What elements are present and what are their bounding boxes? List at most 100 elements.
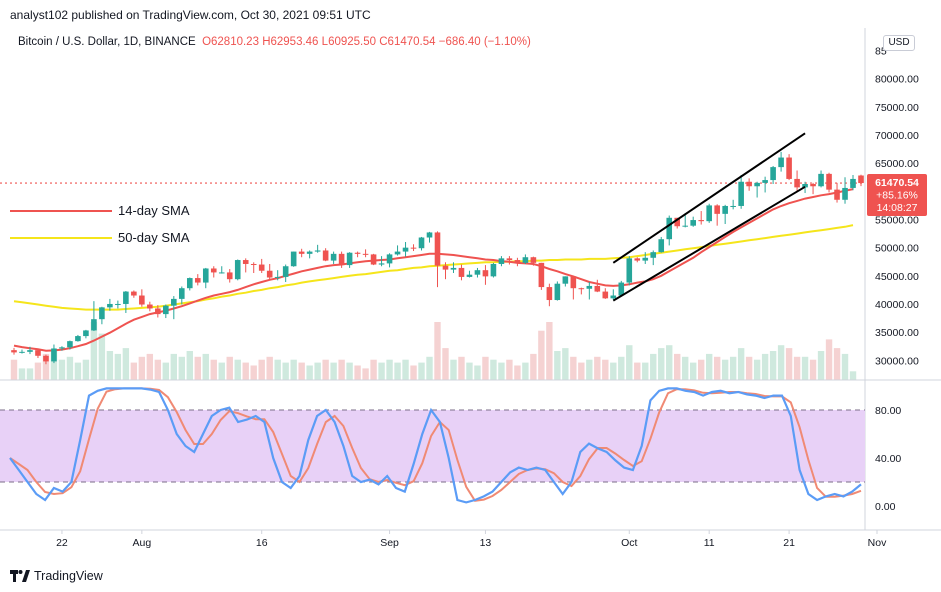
volume-bar: [578, 362, 585, 380]
volume-bar: [58, 359, 66, 380]
candle-body: [402, 247, 409, 252]
candle-body: [378, 263, 385, 265]
volume-bar: [50, 351, 58, 380]
volume-bar: [761, 353, 769, 380]
volume-bar: [634, 362, 641, 380]
volume-bar: [370, 359, 377, 380]
ohlc-open: O62810.23: [202, 36, 259, 48]
volume-bar: [506, 359, 513, 380]
volume-bar: [570, 356, 577, 380]
volume-bar: [354, 365, 361, 380]
time-tick-label: Sep: [380, 537, 399, 549]
volume-bar: [745, 356, 753, 380]
candle-body: [650, 252, 657, 258]
volume-bar: [442, 348, 449, 380]
currency-selector[interactable]: USD: [883, 35, 915, 51]
volume-bar: [450, 359, 457, 380]
volume-bar: [514, 365, 521, 380]
candle-body: [746, 181, 752, 187]
candle-body: [258, 264, 265, 271]
candle-body: [826, 173, 832, 190]
candle-body: [498, 258, 505, 264]
candle-body: [842, 187, 848, 200]
volume-bar: [618, 356, 625, 380]
volume-bar: [362, 368, 369, 380]
candle-body: [290, 251, 297, 267]
candle-body: [626, 258, 633, 283]
stochastic-panel: 80.00 40.00 0.00: [0, 387, 901, 513]
volume-bar: [122, 348, 130, 380]
candle-body: [554, 283, 561, 301]
volume-bar: [817, 351, 825, 380]
volume-bar: [650, 353, 657, 380]
candle-body: [210, 268, 217, 273]
volume-bar: [705, 353, 713, 380]
legend-label: 14-day SMA: [118, 203, 190, 218]
volume-bar: [426, 356, 433, 380]
volume-bar: [785, 348, 793, 380]
volume-bar: [90, 322, 98, 380]
candle-body: [11, 350, 17, 353]
candle-body: [370, 254, 377, 265]
volume-bar: [274, 359, 281, 380]
candle-body: [578, 288, 585, 290]
candle-body: [386, 254, 393, 264]
volume-bar: [474, 365, 481, 380]
candle-body: [226, 272, 233, 280]
volume-bar: [418, 362, 425, 380]
volume-bar: [410, 365, 417, 380]
candle-body: [458, 267, 465, 277]
candle-body: [778, 157, 784, 168]
volume-bar: [18, 368, 26, 380]
volume-bar: [562, 348, 569, 380]
price-tick-label: 55000.00: [875, 214, 919, 226]
volume-bar: [777, 345, 785, 380]
volume-bar: [10, 359, 18, 380]
candle-body: [51, 348, 57, 362]
candle-body: [322, 250, 329, 261]
ohlc-low: L60925.50: [321, 36, 377, 48]
volume-bar: [402, 359, 409, 380]
candle-body: [59, 347, 65, 349]
candle-body: [490, 263, 497, 277]
volume-bar: [586, 359, 593, 380]
volume-bar: [737, 348, 745, 380]
publisher-line: analyst102 published on TradingView.com,…: [10, 8, 371, 22]
volume-bar: [530, 353, 537, 380]
volume-bar: [793, 356, 801, 380]
candle-body: [394, 251, 401, 255]
candle-body: [834, 189, 840, 200]
candle-body: [602, 291, 609, 299]
volume-bar: [98, 333, 106, 380]
volume-bar: [114, 353, 122, 380]
ohlc-change: −686.40 (−1.10%): [438, 36, 531, 48]
volume-bar: [458, 356, 465, 380]
sma-legend: 14-day SMA 50-day SMA: [10, 203, 190, 245]
volume-bar: [154, 359, 162, 380]
volume-bar: [226, 356, 233, 380]
volume-bar: [210, 359, 217, 380]
volume-bar: [322, 359, 329, 380]
price-tick-label: 30000.00: [875, 355, 919, 367]
stoch-tick-label: 0.00: [875, 501, 896, 513]
price-badge-price: 61470.54: [875, 177, 919, 189]
volume-bar: [801, 356, 809, 380]
candle-body: [706, 205, 712, 222]
candle-body: [410, 247, 417, 249]
candle-body: [514, 260, 521, 263]
volume-bar: [66, 356, 74, 380]
volume-bar: [194, 356, 201, 380]
volume-bar: [666, 345, 673, 380]
candle-body: [306, 251, 313, 254]
candle-body: [634, 258, 641, 261]
candle-body: [562, 276, 569, 284]
volume-bar: [330, 362, 337, 380]
volume-bar: [602, 359, 609, 380]
volume-bar: [490, 359, 497, 380]
time-tick-label: 13: [480, 537, 492, 549]
volume-bar: [106, 351, 114, 380]
candle-body: [282, 266, 289, 277]
volume-bar: [386, 359, 393, 380]
time-tick-label: Aug: [133, 537, 152, 549]
